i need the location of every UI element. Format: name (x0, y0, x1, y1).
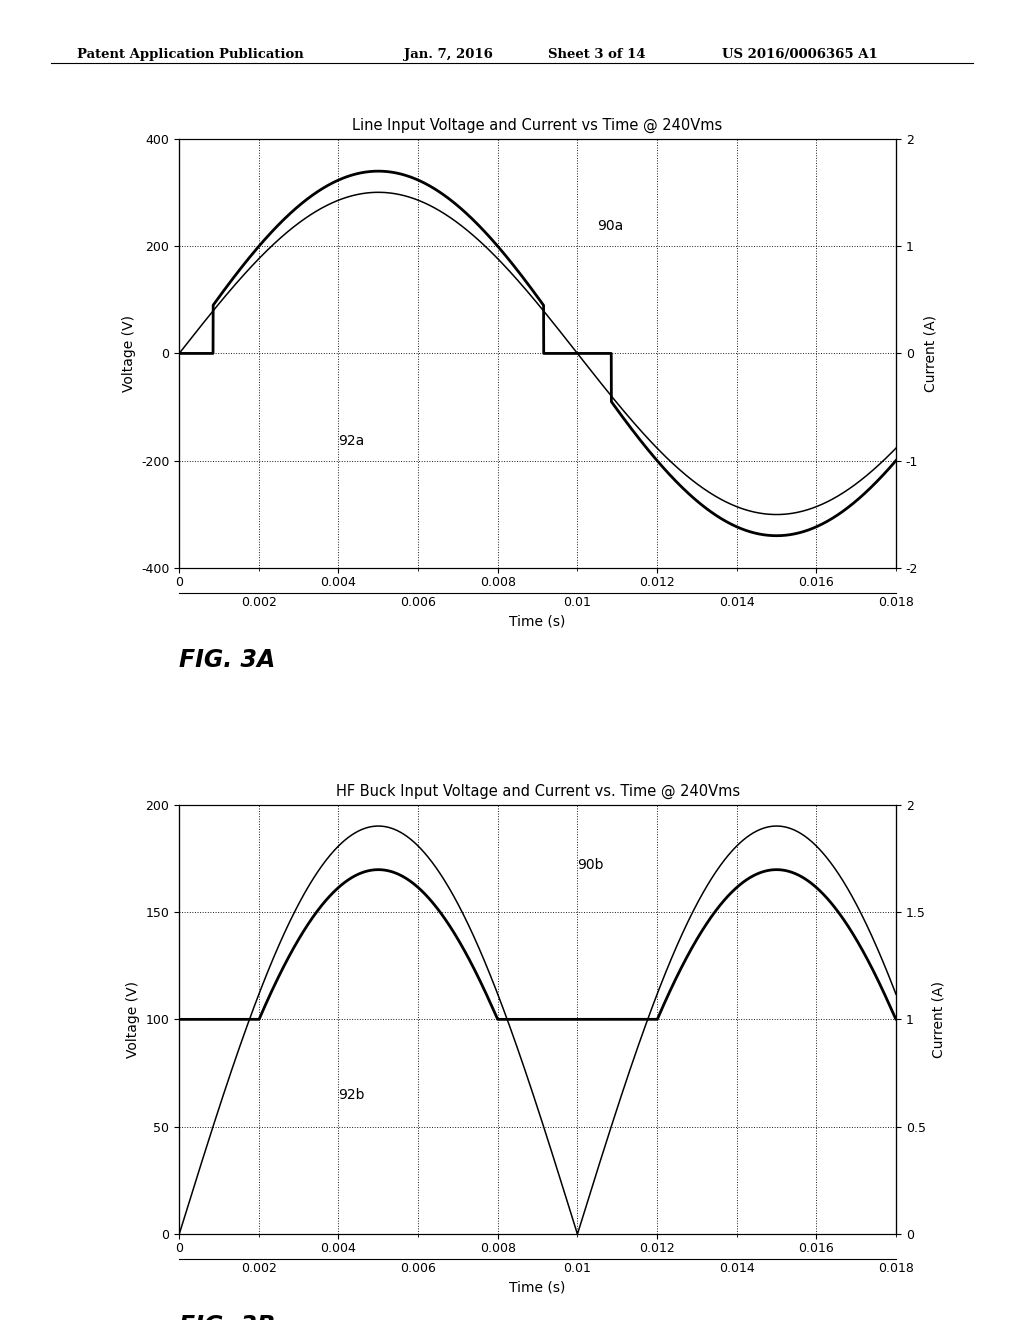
Y-axis label: Voltage (V): Voltage (V) (126, 981, 140, 1057)
Y-axis label: Current (A): Current (A) (924, 315, 938, 392)
Y-axis label: Current (A): Current (A) (931, 981, 945, 1057)
Text: 92b: 92b (339, 1088, 365, 1102)
Y-axis label: Voltage (V): Voltage (V) (122, 315, 135, 392)
Title: Line Input Voltage and Current vs Time @ 240Vms: Line Input Voltage and Current vs Time @… (352, 119, 723, 133)
Text: 92a: 92a (339, 434, 365, 447)
Title: HF Buck Input Voltage and Current vs. Time @ 240Vms: HF Buck Input Voltage and Current vs. Ti… (336, 784, 739, 800)
Text: 90b: 90b (578, 858, 604, 873)
Text: Sheet 3 of 14: Sheet 3 of 14 (548, 48, 645, 61)
Text: Patent Application Publication: Patent Application Publication (77, 48, 303, 61)
Text: FIG. 3B: FIG. 3B (179, 1315, 275, 1320)
X-axis label: Time (s): Time (s) (509, 615, 566, 628)
Text: FIG. 3A: FIG. 3A (179, 648, 275, 672)
Text: US 2016/0006365 A1: US 2016/0006365 A1 (722, 48, 878, 61)
Text: 90a: 90a (597, 219, 624, 232)
X-axis label: Time (s): Time (s) (509, 1280, 566, 1295)
Text: Jan. 7, 2016: Jan. 7, 2016 (404, 48, 494, 61)
